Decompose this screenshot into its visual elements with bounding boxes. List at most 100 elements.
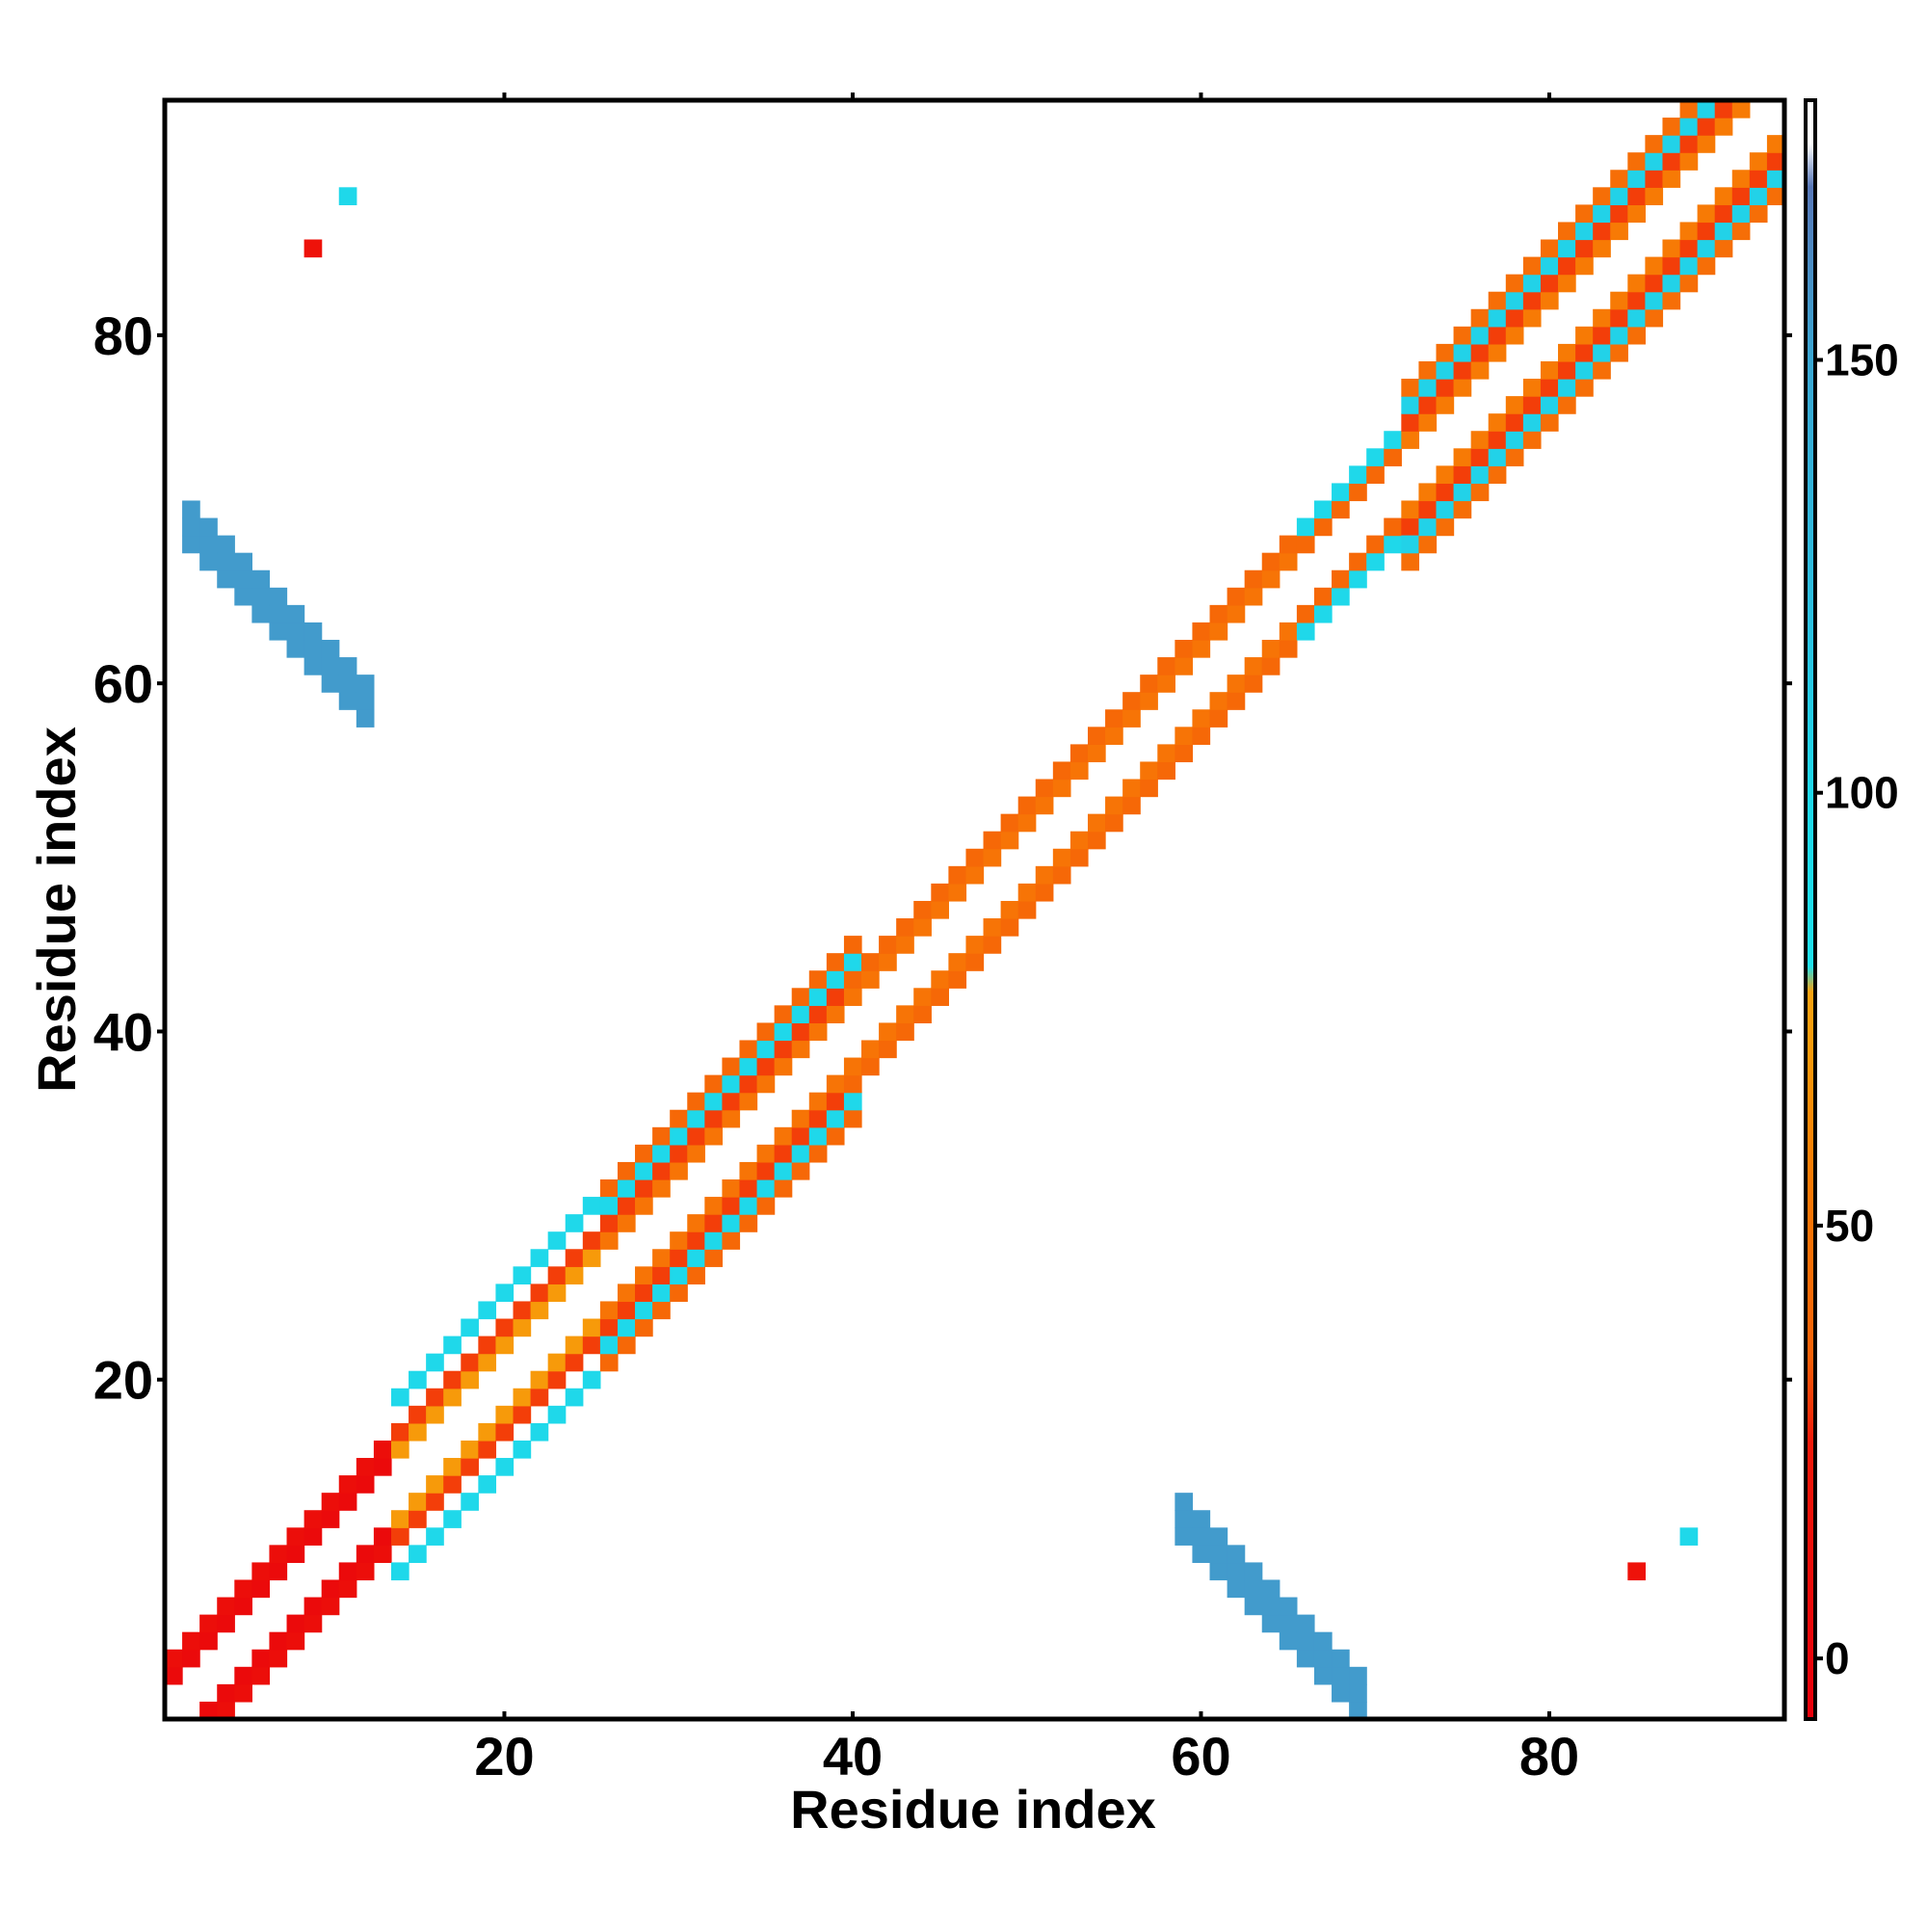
heatmap-cell (983, 831, 1002, 850)
heatmap-cell (513, 1301, 532, 1320)
x-axis-label: Residue index (790, 1779, 1156, 1839)
heatmap-cell (165, 1666, 183, 1685)
heatmap-cell (1470, 483, 1490, 502)
axes: 20 40 60 80 20 40 60 80 (93, 93, 1792, 1786)
heatmap-cell (269, 1562, 288, 1581)
heatmap-cell (808, 1126, 828, 1146)
heatmap-cell (321, 1493, 340, 1511)
heatmap-cell (843, 1057, 862, 1076)
heatmap-cell (1558, 343, 1576, 362)
heatmap-cell (808, 1144, 828, 1163)
heatmap-cell (1209, 1527, 1228, 1546)
heatmap-cell (513, 1405, 532, 1424)
heatmap-cell (1244, 657, 1263, 675)
heatmap-cell (1540, 274, 1559, 293)
heatmap-cell (321, 657, 340, 675)
heatmap-cell (704, 1126, 724, 1146)
heatmap-cell (1488, 291, 1507, 310)
heatmap-cell (791, 1005, 810, 1024)
heatmap-cell (1244, 587, 1263, 606)
heatmap-cell (1244, 569, 1263, 589)
heatmap-cell (1522, 256, 1542, 276)
heatmap-cell (409, 1510, 427, 1528)
heatmap-cell (704, 1214, 724, 1232)
heatmap-cell (1087, 744, 1106, 763)
heatmap-cell (530, 1249, 549, 1267)
heatmap-cell (1645, 152, 1664, 171)
heatmap-cell (234, 1683, 252, 1703)
heatmap-cell (1645, 170, 1664, 188)
heatmap-cell (547, 1353, 567, 1372)
heatmap-cell (199, 552, 218, 571)
heatmap-cell (617, 1179, 636, 1198)
heatmap-cell (704, 1231, 724, 1250)
heatmap-cell (670, 1161, 688, 1180)
heatmap-cell (1313, 587, 1333, 606)
heatmap-cell (1575, 204, 1594, 224)
heatmap-cell (826, 970, 845, 989)
heatmap-cell (1505, 413, 1524, 432)
heatmap-cell (1731, 204, 1751, 224)
heatmap-cell (1645, 291, 1664, 310)
heatmap-cell (704, 1109, 724, 1128)
heatmap-cell (1470, 431, 1490, 449)
heatmap-cell (478, 1336, 497, 1355)
heatmap-cell (1069, 744, 1089, 763)
heatmap-cell (722, 1197, 741, 1215)
heatmap-cell (1749, 170, 1768, 188)
heatmap-cell (234, 552, 252, 571)
heatmap-cell (1593, 222, 1611, 241)
heatmap-cell (1279, 622, 1298, 641)
heatmap-cell (1627, 152, 1646, 171)
heatmap-cell (373, 1545, 392, 1564)
heatmap-cell (199, 1701, 218, 1720)
heatmap-cell (1313, 1666, 1333, 1685)
heatmap-cell (1244, 1579, 1263, 1599)
plot-frame (162, 97, 1787, 1722)
x-tick-label: 80 (1519, 1726, 1579, 1786)
heatmap-cell (1140, 692, 1158, 710)
heatmap-cell (1731, 222, 1751, 241)
heatmap-cell (1279, 640, 1298, 658)
heatmap-cell (1558, 396, 1576, 414)
heatmap-cell (217, 535, 235, 554)
heatmap-cell (965, 953, 985, 971)
heatmap-cell (1714, 204, 1733, 224)
heatmap-cell (338, 1562, 357, 1581)
heatmap-cell (1227, 692, 1246, 710)
heatmap-cell (808, 1109, 828, 1128)
heatmap-cell (1332, 587, 1350, 606)
heatmap-cell (879, 953, 897, 971)
heatmap-cell (1313, 500, 1333, 519)
heatmap-cell (791, 1022, 810, 1042)
heatmap-cell (234, 587, 252, 606)
heatmap-cell (1593, 343, 1611, 362)
heatmap-cell (565, 1388, 584, 1407)
heatmap-cell (251, 587, 271, 606)
heatmap-cell (1296, 535, 1315, 554)
heatmap-cell (495, 1284, 515, 1303)
y-axis-label: Residue index (26, 727, 87, 1093)
heatmap-cell (338, 657, 357, 675)
heatmap-cell (1575, 256, 1594, 276)
heatmap-cell (1017, 883, 1037, 902)
heatmap-cell (1157, 657, 1175, 675)
heatmap-cell (251, 1649, 271, 1668)
heatmap-cell (530, 1422, 549, 1442)
heatmap-cell (739, 1214, 758, 1232)
heatmap-cell (217, 1701, 235, 1720)
heatmap-cell (409, 1405, 427, 1424)
heatmap-cell (565, 1336, 584, 1355)
y-tick-label: 80 (93, 305, 153, 366)
heatmap-cell (1192, 1527, 1211, 1546)
heatmap-cell (1558, 239, 1576, 258)
heatmap-cell (1261, 1614, 1280, 1633)
heatmap-cell (1505, 308, 1524, 328)
heatmap-cell (461, 1318, 479, 1337)
heatmap-cell (948, 953, 967, 971)
heatmap-cell (251, 1666, 271, 1685)
heatmap-cell (304, 1614, 323, 1633)
heatmap-cell (1192, 640, 1211, 658)
heatmap-cell (1697, 256, 1716, 276)
y-tick-label: 20 (93, 1350, 153, 1411)
